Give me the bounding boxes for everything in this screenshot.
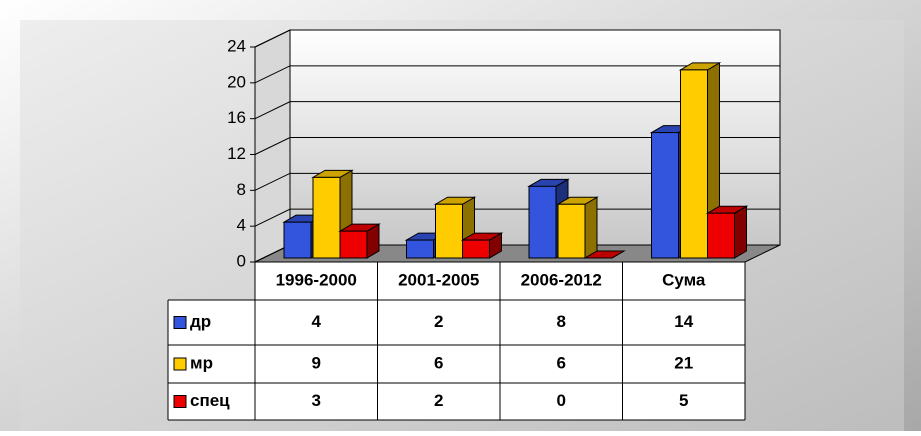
grid-line	[254, 65, 780, 84]
legend-swatch	[173, 395, 187, 408]
grid-line	[254, 137, 780, 155]
y-tick-label: 8	[237, 180, 246, 199]
table-cell: 4	[312, 312, 322, 331]
table-cell: 3	[312, 391, 321, 410]
table-header: Сума	[662, 270, 706, 289]
bar	[462, 239, 490, 259]
table-cell: 9	[312, 353, 321, 372]
table-header: 1996-2000	[276, 270, 357, 289]
legend-swatch	[173, 316, 187, 329]
grid-line	[254, 101, 780, 120]
y-tick-label: 12	[227, 144, 246, 163]
table-cell: 6	[434, 353, 443, 372]
bar	[406, 239, 434, 259]
bar	[528, 185, 557, 259]
bar-top	[583, 250, 626, 259]
table-cell: 6	[557, 353, 566, 372]
table-cell: 0	[557, 391, 566, 410]
bar	[435, 203, 463, 259]
table-cell: 5	[679, 391, 688, 410]
bar	[557, 203, 586, 259]
legend-label: мр	[190, 353, 213, 372]
bar-side	[584, 196, 598, 259]
table-cell: 21	[674, 353, 693, 372]
grid-line	[254, 29, 780, 48]
y-tick-label: 0	[237, 251, 246, 270]
bar	[707, 212, 735, 259]
y-tick-label: 4	[237, 216, 246, 235]
bar	[312, 176, 341, 259]
y-tick-label: 20	[227, 72, 246, 91]
table-cell: 2	[434, 391, 443, 410]
bar	[283, 221, 312, 259]
legend-label: др	[190, 312, 211, 331]
table-cell: 8	[557, 312, 566, 331]
bar	[680, 69, 708, 259]
table-cell: 2	[434, 312, 443, 331]
bar	[651, 132, 679, 259]
legend-label: спец	[190, 391, 230, 410]
table-header: 2006-2012	[521, 270, 602, 289]
y-tick-label: 24	[227, 36, 246, 55]
legend-swatch	[173, 357, 187, 371]
bar-side	[734, 205, 747, 259]
grid-line	[254, 172, 780, 191]
y-tick-label: 16	[227, 108, 246, 127]
table-header: 2001-2005	[398, 270, 479, 289]
grid-line	[254, 208, 780, 227]
table-cell: 14	[674, 312, 693, 331]
bar	[339, 230, 368, 259]
